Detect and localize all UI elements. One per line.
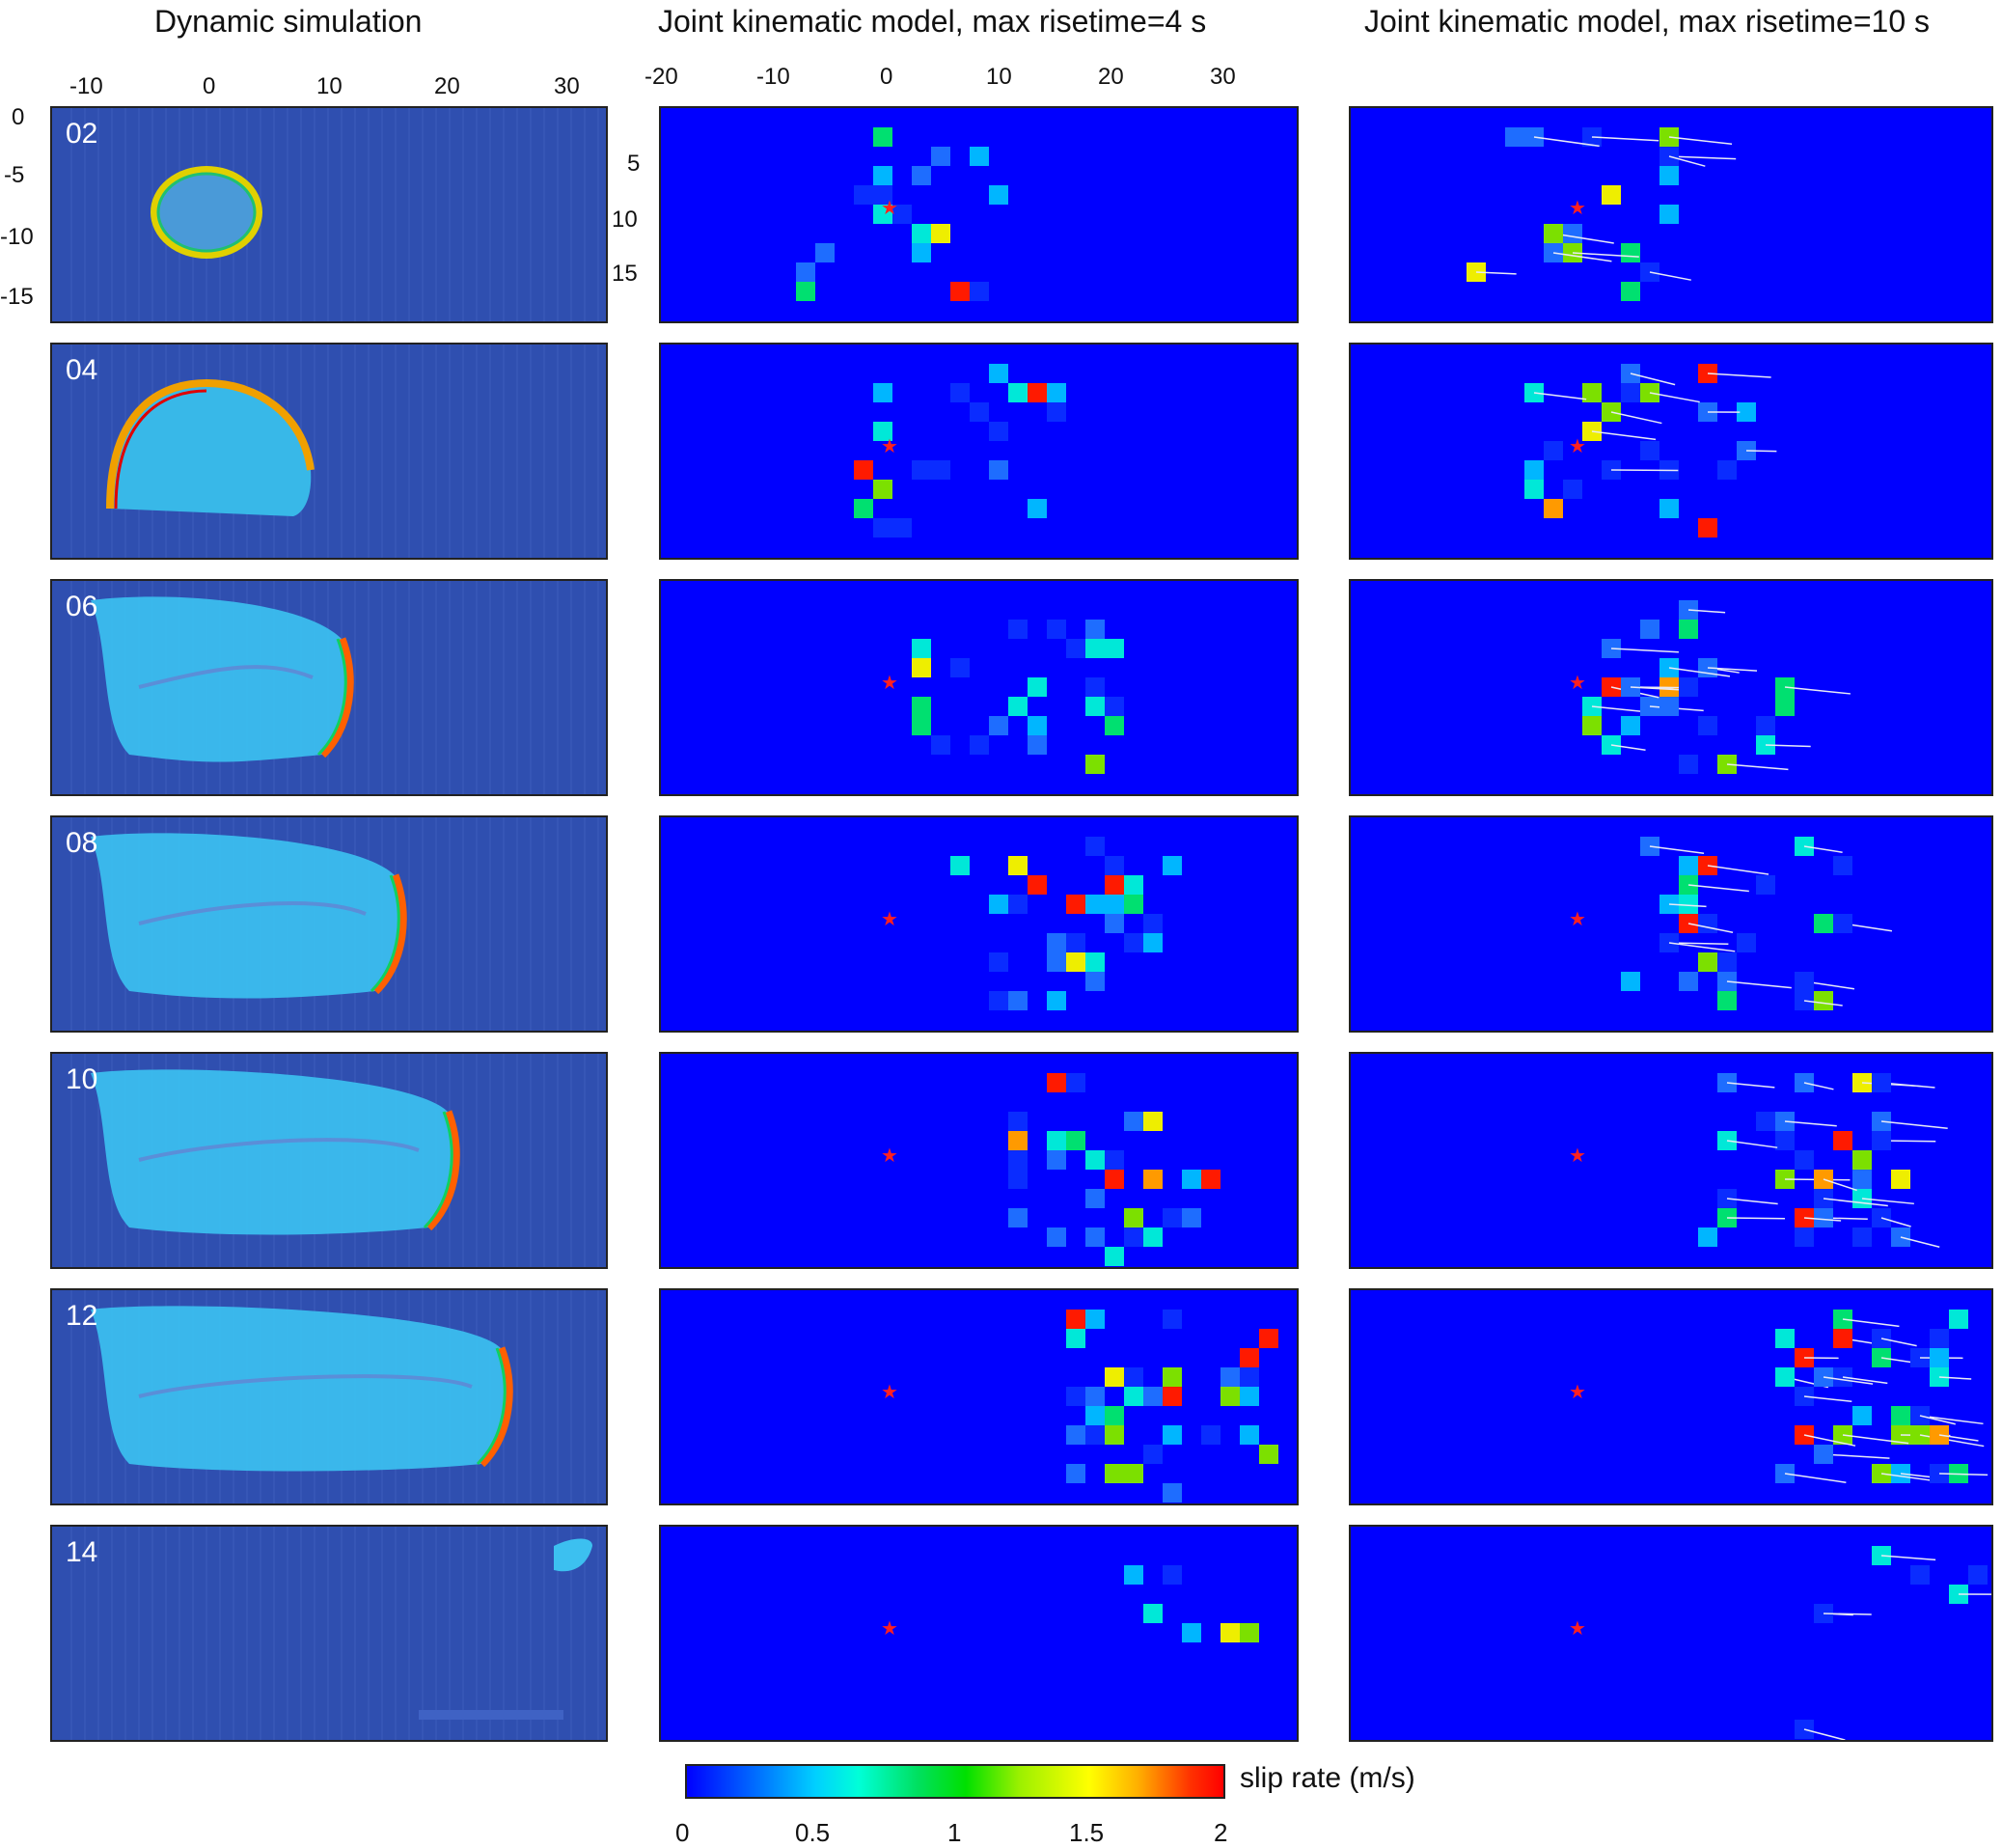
slip-rate-map: ★ bbox=[661, 345, 1297, 558]
slip-rate-map: ★ bbox=[661, 1054, 1297, 1267]
colorbar-tick: 1 bbox=[947, 1818, 961, 1848]
svg-text:★: ★ bbox=[881, 1380, 898, 1403]
kinematic-10s-frame: ★ bbox=[1349, 1525, 1993, 1742]
kin-x-tick: 0 bbox=[880, 64, 892, 91]
slip-rate-map: ★ bbox=[1351, 1054, 1991, 1267]
dynamic-frame: 02 bbox=[50, 106, 608, 323]
time-label: 06 bbox=[66, 591, 97, 623]
time-label: 08 bbox=[66, 827, 97, 860]
kinematic-10s-frame: ★ bbox=[1349, 106, 1993, 323]
svg-text:★: ★ bbox=[1569, 196, 1586, 219]
dyn-x-tick: 0 bbox=[203, 73, 215, 100]
svg-text:★: ★ bbox=[881, 671, 898, 694]
colorbar-tick: 0.5 bbox=[795, 1818, 830, 1848]
dynamic-frame: 10 bbox=[50, 1052, 608, 1269]
slip-rate-map: ★ bbox=[1351, 345, 1991, 558]
colorbar-tick: 1.5 bbox=[1069, 1818, 1104, 1848]
time-label: 12 bbox=[66, 1300, 97, 1333]
svg-text:★: ★ bbox=[881, 1144, 898, 1167]
time-label: 04 bbox=[66, 354, 97, 387]
dyn-y-tick: 0 bbox=[12, 104, 24, 131]
kin-x-tick: -20 bbox=[644, 64, 678, 91]
dynamic-simulation-title: Dynamic simulation bbox=[154, 4, 422, 40]
slip-rate-map: ★ bbox=[1351, 817, 1991, 1031]
svg-text:★: ★ bbox=[1569, 671, 1586, 694]
dyn-y-tick: -15 bbox=[0, 284, 34, 311]
kin-y-tick: 5 bbox=[627, 151, 640, 178]
colorbar-tick: 2 bbox=[1214, 1818, 1227, 1848]
kin-y-tick: 10 bbox=[612, 207, 638, 234]
svg-text:★: ★ bbox=[881, 434, 898, 457]
time-label: 14 bbox=[66, 1536, 97, 1569]
slip-rate-map: ★ bbox=[661, 1527, 1297, 1740]
colorbar bbox=[685, 1764, 1225, 1799]
slip-rate-map: ★ bbox=[661, 817, 1297, 1031]
slip-rate-map bbox=[52, 1527, 606, 1740]
kinematic-4s-frame: ★ bbox=[659, 1525, 1299, 1742]
slip-rate-map: ★ bbox=[1351, 1290, 1991, 1503]
kinematic-10s-frame: ★ bbox=[1349, 1052, 1993, 1269]
slip-rate-map: ★ bbox=[661, 581, 1297, 794]
dyn-x-tick: 20 bbox=[434, 73, 460, 100]
dynamic-frame: 12 bbox=[50, 1288, 608, 1505]
kinematic-4s-frame: ★ bbox=[659, 1288, 1299, 1505]
svg-text:★: ★ bbox=[1569, 434, 1586, 457]
slip-rate-map: ★ bbox=[661, 1290, 1297, 1503]
time-label: 10 bbox=[66, 1063, 97, 1096]
kinematic-4s-frame: ★ bbox=[659, 1052, 1299, 1269]
dynamic-frame: 04 bbox=[50, 343, 608, 560]
kinematic-4s-frame: ★ bbox=[659, 579, 1299, 796]
kinematic-10s-title: Joint kinematic model, max risetime=10 s bbox=[1364, 4, 1930, 40]
dyn-x-tick: -10 bbox=[69, 73, 103, 100]
colorbar-label: slip rate (m/s) bbox=[1240, 1762, 1415, 1795]
svg-text:★: ★ bbox=[881, 1616, 898, 1640]
kinematic-10s-frame: ★ bbox=[1349, 343, 1993, 560]
slip-rate-map: ★ bbox=[661, 108, 1297, 321]
kinematic-10s-frame: ★ bbox=[1349, 815, 1993, 1033]
kinematic-4s-frame: ★ bbox=[659, 815, 1299, 1033]
kin-y-tick: 15 bbox=[612, 261, 638, 288]
kinematic-4s-title: Joint kinematic model, max risetime=4 s bbox=[658, 4, 1206, 40]
slip-rate-map: ★ bbox=[1351, 108, 1991, 321]
kin-x-tick: 20 bbox=[1098, 64, 1124, 91]
kin-x-tick: 10 bbox=[986, 64, 1012, 91]
dynamic-frame: 06 bbox=[50, 579, 608, 796]
colorbar-tick: 0 bbox=[675, 1818, 689, 1848]
kinematic-10s-frame: ★ bbox=[1349, 1288, 1993, 1505]
time-label: 02 bbox=[66, 118, 97, 151]
slip-rate-map bbox=[52, 817, 606, 1031]
svg-text:★: ★ bbox=[1569, 907, 1586, 930]
dyn-x-tick: 30 bbox=[554, 73, 580, 100]
slip-rate-map: ★ bbox=[1351, 581, 1991, 794]
dyn-y-tick: -5 bbox=[4, 162, 24, 189]
svg-text:★: ★ bbox=[1569, 1144, 1586, 1167]
dynamic-frame: 14 bbox=[50, 1525, 608, 1742]
kin-x-tick: -10 bbox=[756, 64, 790, 91]
svg-text:★: ★ bbox=[881, 196, 898, 219]
dynamic-frame: 08 bbox=[50, 815, 608, 1033]
dyn-y-tick: -10 bbox=[0, 224, 34, 251]
slip-rate-map bbox=[52, 1054, 606, 1267]
slip-rate-map bbox=[52, 345, 606, 558]
kinematic-10s-frame: ★ bbox=[1349, 579, 1993, 796]
slip-rate-map bbox=[52, 108, 606, 321]
svg-text:★: ★ bbox=[881, 907, 898, 930]
kinematic-4s-frame: ★ bbox=[659, 106, 1299, 323]
svg-text:★: ★ bbox=[1569, 1380, 1586, 1403]
kin-x-tick: 30 bbox=[1210, 64, 1236, 91]
slip-rate-map bbox=[52, 1290, 606, 1503]
slip-rate-map: ★ bbox=[1351, 1527, 1991, 1740]
dyn-x-tick: 10 bbox=[316, 73, 343, 100]
svg-text:★: ★ bbox=[1569, 1616, 1586, 1640]
slip-rate-map bbox=[52, 581, 606, 794]
kinematic-4s-frame: ★ bbox=[659, 343, 1299, 560]
